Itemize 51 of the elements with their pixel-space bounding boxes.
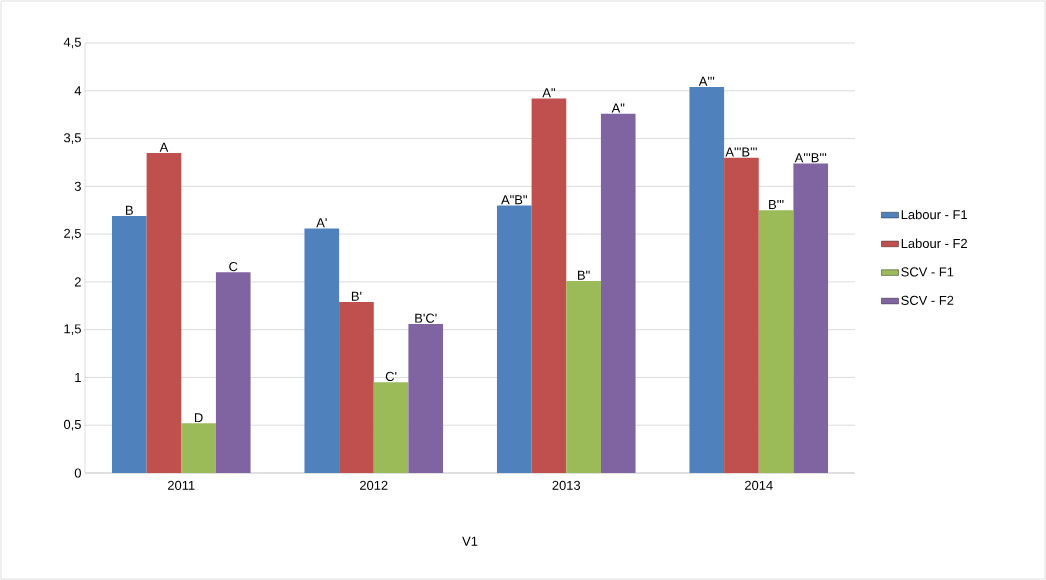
data-label: A': [316, 218, 327, 228]
x-axis-title: V1: [462, 536, 478, 546]
y-tick-label: 2,5: [64, 228, 81, 240]
y-tick-label: 3: [74, 181, 81, 191]
x-tick-label: 2013: [552, 480, 581, 490]
data-label: B: [126, 205, 133, 215]
y-tick-label: 1,5: [64, 324, 81, 335]
x-tick-label: 2014: [745, 480, 773, 490]
bar: [146, 152, 182, 473]
bar: [724, 157, 759, 473]
data-label: A''': [698, 76, 715, 86]
data-label: B'C': [415, 313, 437, 323]
data-label: C: [229, 261, 238, 272]
bar: [339, 301, 374, 473]
bar: [111, 215, 147, 473]
legend-label: SCV - F2: [901, 295, 954, 305]
data-label: B": [578, 270, 590, 280]
bar: [793, 163, 829, 473]
y-tick-label: 0,5: [63, 419, 81, 431]
bar: [600, 113, 636, 473]
legend-label: Labour - F2: [901, 238, 967, 248]
bar: [215, 272, 251, 473]
data-label: A'''B''': [794, 153, 827, 163]
legend-label: SCV - F1: [901, 267, 954, 277]
y-tick-label: 1: [75, 372, 81, 382]
bar: [758, 210, 794, 473]
y-tick-label: 0: [74, 468, 81, 478]
bar: [304, 228, 340, 473]
bar: [408, 323, 444, 473]
x-tick-label: 2011: [167, 480, 195, 490]
data-label: A: [159, 142, 169, 152]
y-tick-label: 4,5: [63, 37, 81, 49]
bar: [373, 382, 409, 473]
data-label: A'''B''': [725, 147, 757, 157]
bar: [566, 280, 601, 473]
data-label: A": [611, 103, 625, 113]
bar: [496, 205, 532, 473]
data-label: D: [194, 413, 203, 423]
data-label: A": [542, 88, 555, 98]
x-tick-label: 2012: [360, 480, 388, 490]
bar: [531, 98, 567, 473]
legend-label: Labour - F1: [901, 209, 967, 220]
bar: [689, 86, 725, 473]
bar: [181, 423, 216, 473]
y-tick-label: 4: [74, 86, 82, 96]
y-tick-label: 3,5: [63, 133, 81, 144]
y-tick-label: 2: [74, 277, 81, 287]
data-label: B''': [769, 200, 784, 210]
data-label: A"B": [501, 195, 527, 205]
data-label: C': [385, 371, 397, 382]
data-label: B': [351, 291, 362, 301]
